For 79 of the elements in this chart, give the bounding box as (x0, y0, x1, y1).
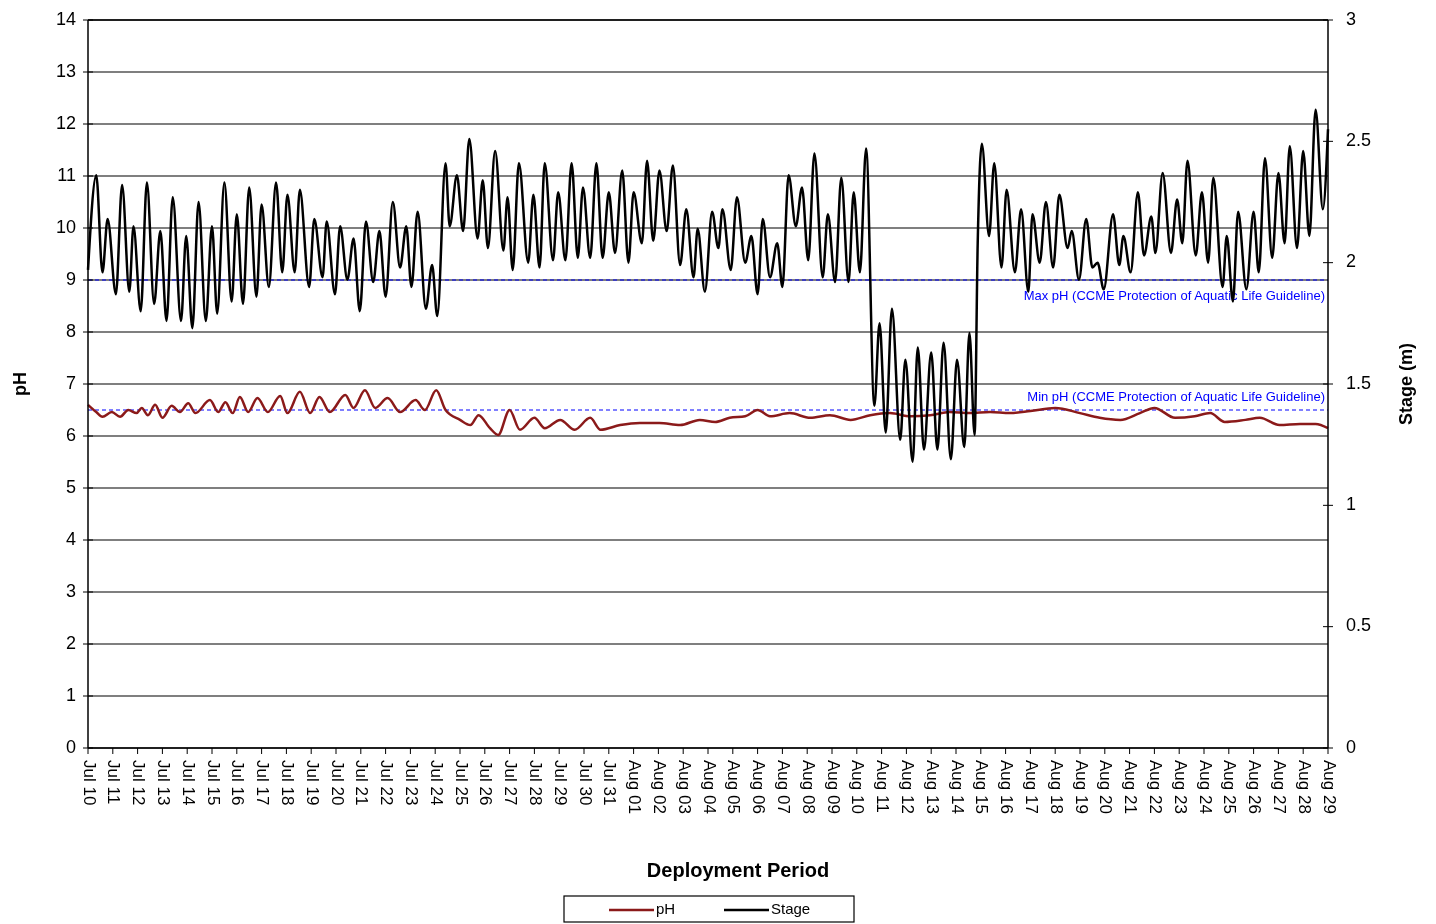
x-tick-label: Aug 20 (1096, 760, 1116, 814)
x-tick-label: Jul 21 (352, 760, 372, 806)
y2-tick-label: 2.5 (1346, 130, 1372, 151)
x-tick-label: Aug 13 (922, 760, 942, 814)
y-tick-label: 1 (65, 684, 76, 705)
x-tick-label: Aug 07 (773, 760, 793, 814)
x-tick-label: Jul 27 (501, 760, 521, 806)
x-tick-label: Aug 05 (724, 760, 744, 814)
x-tick-label: Jul 24 (426, 760, 446, 806)
x-tick-label: Jul 26 (476, 760, 496, 806)
x-tick-label: Aug 27 (1269, 760, 1289, 814)
y2-tick-label: 1 (1346, 494, 1357, 515)
x-tick-label: Aug 02 (649, 760, 669, 814)
y2-tick-label: 2 (1346, 251, 1357, 272)
x-tick-label: Jul 12 (129, 760, 149, 806)
y-tick-label: 3 (65, 580, 76, 601)
x-tick-label: Aug 23 (1170, 760, 1190, 814)
x-tick-label: Jul 29 (550, 760, 570, 806)
x-tick-label: Aug 04 (699, 760, 719, 814)
y-axis-title: pH (10, 372, 30, 396)
x-tick-label: Aug 14 (947, 760, 967, 814)
ref-line-label: Min pH (CCME Protection of Aquatic Life Guideline) (1027, 389, 1325, 404)
x-tick-label: Aug 12 (897, 760, 917, 814)
x-tick-label: Aug 09 (823, 760, 843, 814)
x-tick-label: Jul 31 (600, 760, 620, 806)
y-tick-label: 7 (65, 372, 76, 393)
x-tick-label: Jul 19 (302, 760, 322, 806)
y-tick-label: 13 (55, 60, 76, 81)
y-tick-label: 11 (57, 164, 76, 185)
x-tick-label: Aug 08 (798, 760, 818, 814)
legend-label: Stage (771, 899, 811, 917)
x-tick-label: Aug 24 (1195, 760, 1215, 814)
x-tick-label: Jul 20 (327, 760, 347, 806)
x-tick-label: Aug 18 (1046, 760, 1066, 814)
x-tick-label: Jul 17 (253, 760, 273, 806)
y-tick-label: 4 (65, 528, 76, 549)
x-tick-label: Jul 23 (401, 760, 421, 806)
x-tick-label: Aug 11 (873, 760, 893, 813)
x-axis-title: Deployment Period (646, 859, 830, 882)
y-tick-label: 2 (65, 632, 76, 653)
x-tick-label: Aug 29 (1319, 760, 1339, 814)
x-tick-label: Aug 19 (1071, 760, 1091, 814)
y2-axis-title: Stage (m) (1396, 342, 1416, 426)
x-tick-label: Aug 03 (674, 760, 694, 814)
y-tick-label: 14 (55, 8, 76, 29)
x-tick-label: Jul 15 (203, 760, 223, 806)
x-tick-label: Aug 28 (1294, 760, 1314, 814)
y-tick-label: 8 (65, 320, 76, 341)
x-tick-label: Jul 22 (377, 760, 397, 806)
x-tick-label: Jul 14 (178, 760, 198, 806)
x-tick-label: Jul 11 (104, 760, 124, 805)
y-tick-label: 10 (55, 216, 76, 237)
x-tick-label: Aug 15 (972, 760, 992, 814)
x-tick-label: Jul 28 (525, 760, 545, 806)
x-tick-label: Jul 13 (153, 760, 173, 806)
x-tick-label: Aug 22 (1145, 760, 1165, 814)
y2-tick-label: 1.5 (1346, 372, 1372, 393)
y-tick-label: 12 (55, 112, 76, 133)
x-tick-label: Aug 17 (1021, 760, 1041, 814)
y-tick-label: 5 (65, 476, 76, 497)
x-tick-label: Aug 01 (625, 760, 645, 814)
x-tick-label: Jul 30 (575, 760, 595, 806)
x-tick-label: Aug 16 (997, 760, 1017, 814)
y2-tick-label: 0.5 (1346, 615, 1372, 636)
legend-label: pH (656, 899, 676, 917)
y-tick-label: 0 (65, 736, 76, 757)
x-tick-label: Aug 06 (749, 760, 769, 814)
x-tick-label: Jul 16 (228, 760, 248, 806)
x-tick-label: Aug 25 (1220, 760, 1240, 814)
x-tick-label: Aug 21 (1121, 760, 1141, 814)
x-tick-label: Jul 18 (277, 760, 297, 806)
y-tick-label: 6 (65, 424, 76, 445)
x-tick-label: Jul 10 (79, 760, 99, 806)
x-tick-label: Aug 10 (848, 760, 868, 814)
x-tick-label: Aug 26 (1245, 760, 1265, 814)
x-tick-label: Jul 25 (451, 760, 471, 806)
y-tick-label: 9 (65, 268, 76, 289)
y2-tick-label: 0 (1346, 736, 1357, 757)
y2-tick-label: 3 (1346, 8, 1357, 29)
